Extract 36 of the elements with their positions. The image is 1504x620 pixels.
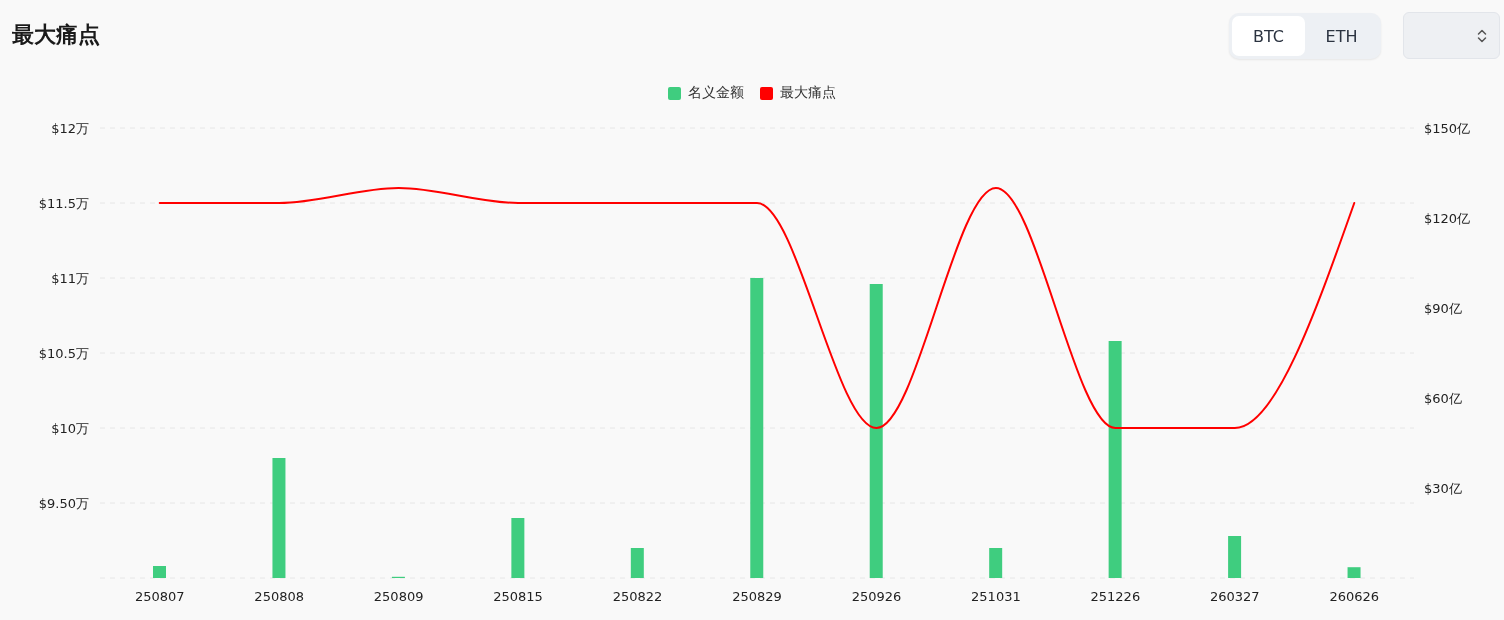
- bar: [153, 566, 166, 578]
- y2-tick-label: $120亿: [1424, 210, 1471, 226]
- y-tick-label: $9.50万: [38, 495, 89, 511]
- x-tick-label: 260327: [1210, 589, 1260, 605]
- legend-label: 最大痛点: [780, 84, 836, 102]
- y-tick-label: $11万: [51, 270, 89, 286]
- y-tick-label: $12万: [51, 120, 89, 136]
- x-tick-label: 251031: [971, 589, 1021, 605]
- y-tick-label: $10.5万: [38, 345, 89, 361]
- x-tick-label: 250829: [732, 589, 782, 605]
- x-tick-label: 250809: [373, 589, 424, 605]
- chart-title: 最大痛点: [12, 21, 100, 49]
- y-tick-label: $11.5万: [38, 195, 89, 211]
- bar: [869, 284, 883, 578]
- x-tick-label: 260626: [1329, 589, 1380, 605]
- legend-label: 名义金额: [688, 84, 744, 102]
- y2-tick-label: $150亿: [1424, 120, 1471, 136]
- segmented-control: BTC ETH: [1229, 13, 1381, 59]
- x-tick-label: 250822: [612, 589, 663, 605]
- x-tick-label: 250926: [851, 589, 902, 605]
- y-tick-label: $10万: [51, 420, 89, 436]
- bar: [272, 458, 286, 578]
- x-tick-label: 250807: [134, 589, 185, 605]
- bar: [750, 278, 764, 578]
- bar: [1228, 536, 1242, 578]
- bar: [630, 548, 644, 578]
- bar: [1108, 341, 1122, 578]
- bar: [511, 518, 525, 578]
- x-tick-label: 250815: [493, 589, 543, 605]
- x-tick-label: 250808: [254, 589, 304, 605]
- bar: [989, 548, 1003, 578]
- y2-tick-label: $30亿: [1424, 480, 1462, 496]
- y2-tick-label: $90亿: [1424, 300, 1462, 316]
- bar: [1347, 567, 1361, 578]
- y2-tick-label: $60亿: [1424, 390, 1462, 406]
- x-tick-label: 251226: [1090, 589, 1141, 605]
